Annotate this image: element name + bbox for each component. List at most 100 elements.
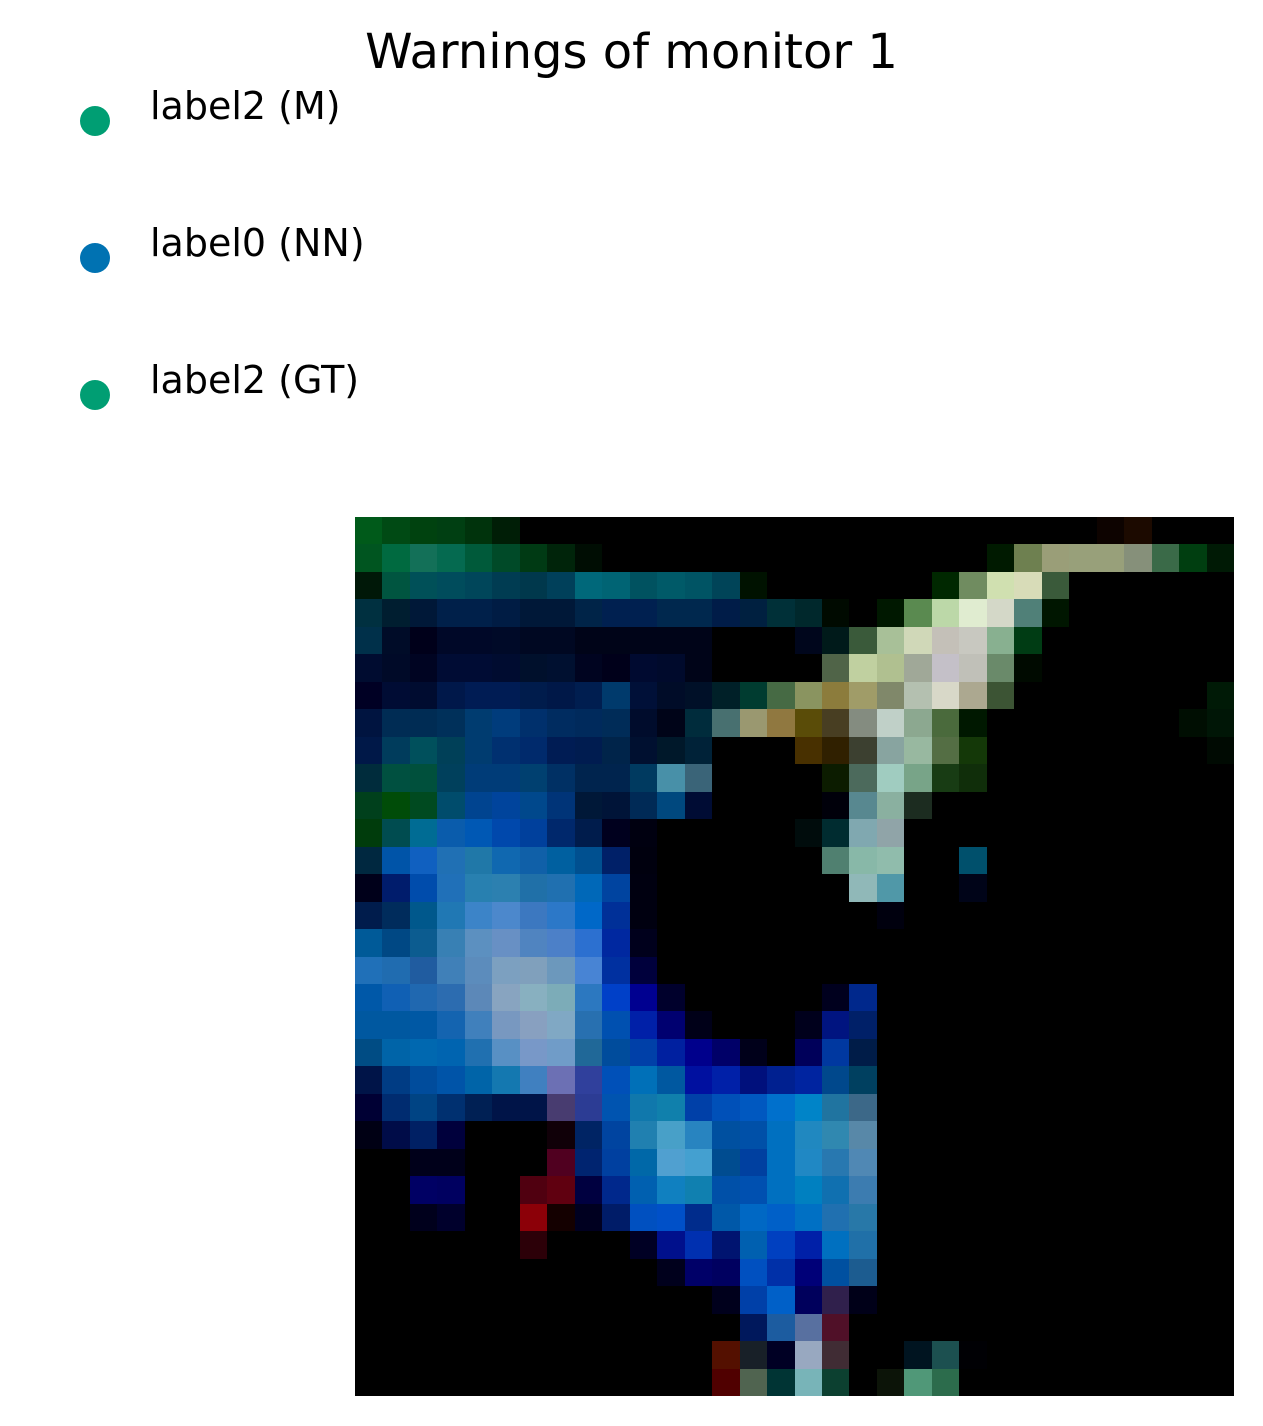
image-pixel (355, 764, 383, 792)
image-pixel (794, 709, 822, 737)
image-pixel (602, 983, 630, 1012)
image-pixel (821, 1286, 850, 1314)
image-pixel (849, 599, 877, 627)
image-pixel (629, 681, 658, 710)
image-pixel (492, 846, 520, 875)
image-pixel (1179, 1066, 1207, 1094)
image-pixel (629, 819, 658, 847)
image-pixel (767, 544, 795, 572)
image-pixel (904, 1121, 932, 1149)
image-pixel (657, 1066, 685, 1094)
image-pixel (1096, 736, 1125, 765)
image-pixel (1041, 1066, 1070, 1094)
image-pixel (382, 1341, 410, 1369)
image-pixel (519, 929, 548, 957)
image-pixel (1096, 791, 1125, 820)
image-pixel (1206, 764, 1234, 792)
image-pixel (464, 1313, 493, 1342)
image-pixel (684, 1066, 713, 1094)
image-pixel (1206, 983, 1234, 1012)
image-pixel (1206, 709, 1234, 737)
image-pixel (712, 1121, 740, 1149)
image-pixel (629, 1203, 658, 1232)
image-pixel (382, 791, 410, 820)
image-pixel (1096, 709, 1125, 737)
image-pixel (712, 1341, 740, 1369)
image-pixel (876, 681, 905, 710)
image-pixel (959, 544, 987, 572)
image-pixel (437, 1176, 465, 1204)
image-pixel (1096, 1011, 1125, 1039)
image-pixel (574, 599, 603, 627)
image-pixel (437, 599, 465, 627)
image-pixel (1206, 901, 1234, 930)
image-pixel (657, 764, 685, 792)
image-pixel (519, 1286, 548, 1314)
image-pixel (767, 764, 795, 792)
image-pixel (547, 764, 575, 792)
image-pixel (382, 681, 410, 710)
image-pixel (629, 1258, 658, 1287)
legend-dot-icon (80, 380, 110, 410)
image-pixel (1179, 709, 1207, 737)
image-pixel (876, 1368, 905, 1396)
image-pixel (1014, 736, 1042, 765)
image-pixel (684, 1341, 713, 1369)
image-pixel (629, 626, 658, 655)
image-pixel (519, 1341, 548, 1369)
image-pixel (1041, 846, 1070, 875)
image-pixel (1124, 736, 1152, 765)
image-pixel (1014, 846, 1042, 875)
image-pixel (355, 544, 383, 572)
image-pixel (849, 736, 877, 765)
image-pixel (629, 901, 658, 930)
image-pixel (767, 1038, 795, 1067)
image-pixel (492, 1011, 520, 1039)
image-pixel (931, 929, 960, 957)
image-pixel (1069, 1011, 1097, 1039)
image-pixel (519, 709, 548, 737)
image-pixel (876, 764, 905, 792)
image-pixel (547, 599, 575, 627)
image-pixel (1151, 929, 1180, 957)
image-pixel (1179, 736, 1207, 765)
image-pixel (574, 1313, 603, 1342)
image-pixel (547, 1368, 575, 1396)
image-pixel (409, 736, 438, 765)
image-pixel (986, 736, 1015, 765)
image-pixel (1041, 654, 1070, 682)
image-pixel (1014, 599, 1042, 627)
image-pixel (437, 901, 465, 930)
image-pixel (1179, 1231, 1207, 1259)
image-pixel (1069, 846, 1097, 875)
image-pixel (876, 517, 905, 545)
image-pixel (904, 571, 932, 600)
image-pixel (1151, 1368, 1180, 1396)
image-pixel (767, 1011, 795, 1039)
image-pixel (904, 1203, 932, 1232)
image-pixel (849, 1176, 877, 1204)
image-pixel (464, 599, 493, 627)
image-pixel (849, 654, 877, 682)
image-pixel (1206, 1038, 1234, 1067)
image-pixel (1041, 1093, 1070, 1122)
image-pixel (1041, 571, 1070, 600)
image-pixel (849, 1341, 877, 1369)
image-pixel (1179, 1368, 1207, 1396)
image-pixel (959, 956, 987, 984)
image-pixel (492, 681, 520, 710)
image-pixel (409, 1203, 438, 1232)
image-pixel (464, 819, 493, 847)
image-pixel (519, 1176, 548, 1204)
image-pixel (355, 1038, 383, 1067)
image-pixel (959, 1093, 987, 1122)
image-pixel (629, 599, 658, 627)
image-pixel (712, 1011, 740, 1039)
image-pixel (437, 736, 465, 765)
image-pixel (355, 1148, 383, 1177)
image-pixel (464, 681, 493, 710)
image-pixel (1151, 1011, 1180, 1039)
image-pixel (574, 929, 603, 957)
image-pixel (767, 1066, 795, 1094)
image-pixel (959, 764, 987, 792)
